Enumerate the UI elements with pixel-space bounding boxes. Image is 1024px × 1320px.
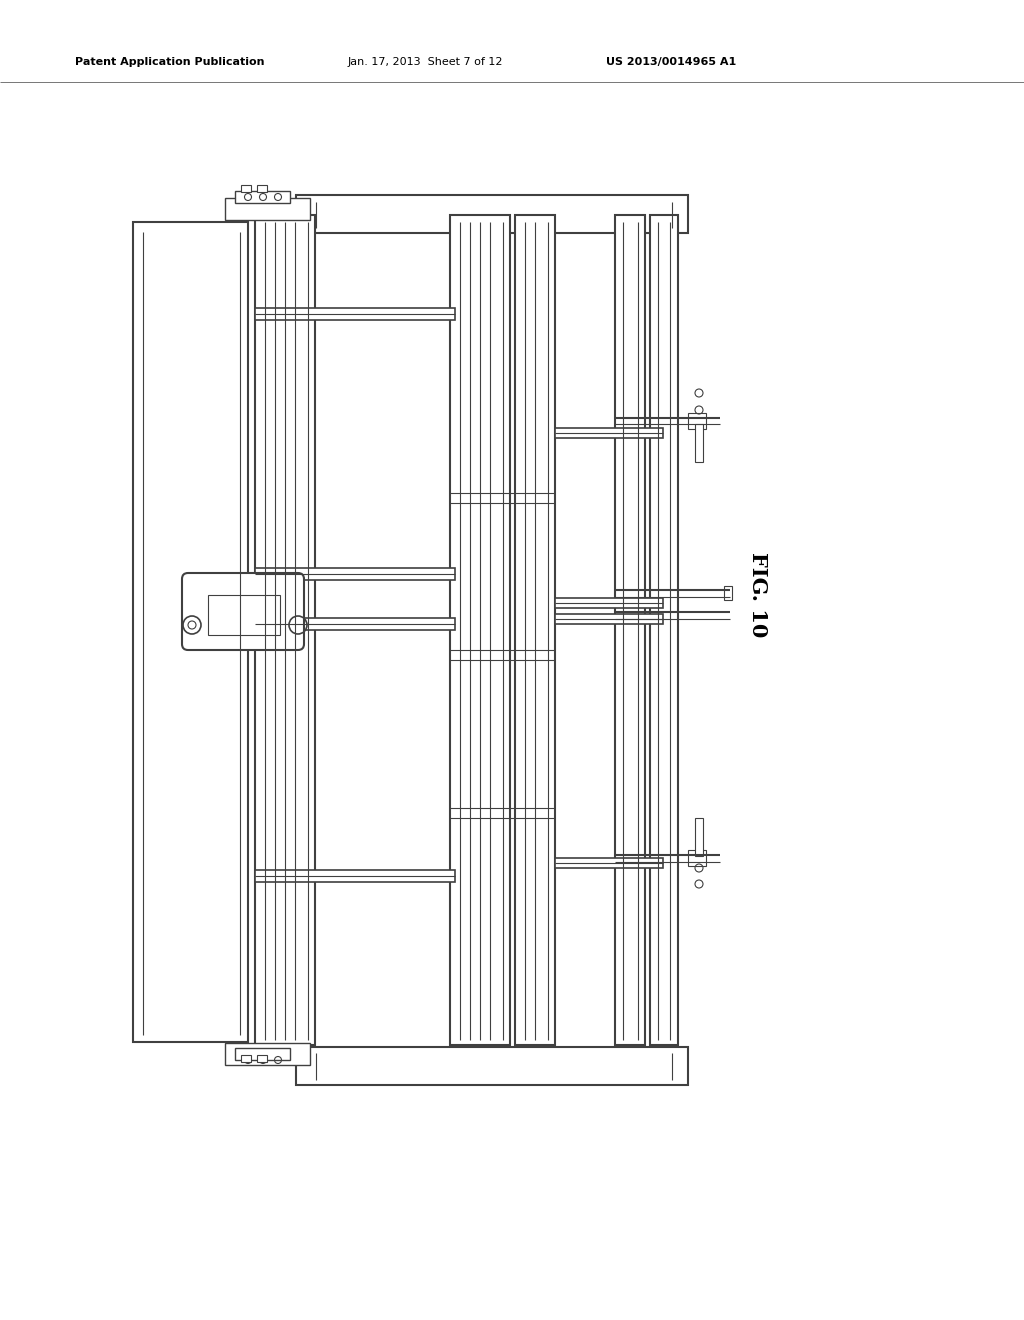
Bar (450, 215, 510, 1045)
Bar (688, 850, 706, 866)
Bar (555, 428, 663, 438)
Bar (650, 215, 678, 1045)
Bar (296, 1047, 688, 1085)
Text: Jan. 17, 2013  Sheet 7 of 12: Jan. 17, 2013 Sheet 7 of 12 (348, 57, 504, 67)
Bar (241, 1055, 251, 1063)
Bar (515, 215, 555, 1045)
Bar (255, 308, 455, 319)
Bar (555, 858, 663, 869)
Bar (234, 191, 290, 203)
Bar (615, 215, 645, 1045)
Bar (555, 614, 663, 624)
Bar (255, 870, 455, 882)
Bar (688, 413, 706, 429)
Bar (133, 222, 248, 1041)
Bar (255, 568, 455, 579)
Bar (225, 198, 310, 220)
Bar (234, 1048, 290, 1060)
Text: Patent Application Publication: Patent Application Publication (75, 57, 264, 67)
Text: FIG. 10: FIG. 10 (748, 552, 768, 638)
FancyBboxPatch shape (182, 573, 304, 649)
Bar (255, 618, 455, 630)
Text: US 2013/0014965 A1: US 2013/0014965 A1 (606, 57, 736, 67)
Bar (296, 195, 688, 234)
Bar (255, 215, 315, 1045)
Bar (555, 598, 663, 609)
Bar (225, 1043, 310, 1065)
Bar (695, 424, 703, 462)
Bar (257, 1055, 267, 1063)
Bar (257, 185, 267, 191)
Bar (724, 586, 732, 601)
Bar (208, 595, 280, 635)
Bar (241, 185, 251, 191)
Bar (695, 818, 703, 855)
